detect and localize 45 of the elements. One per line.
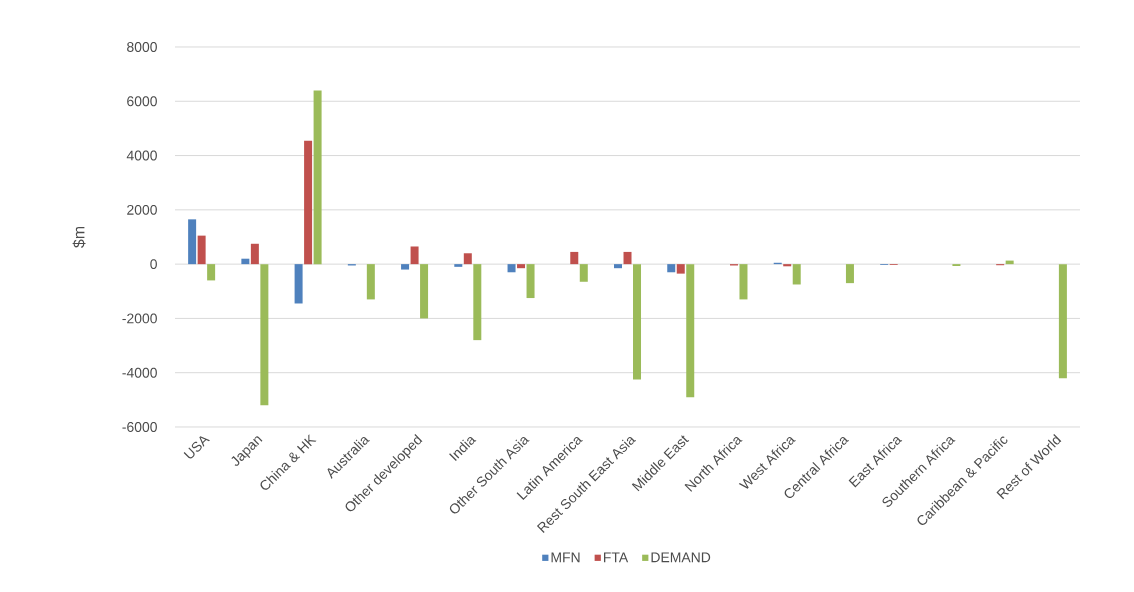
bar [739, 264, 748, 300]
legend-label: MFN [551, 552, 580, 563]
bar [570, 251, 579, 265]
bar [188, 219, 197, 265]
bar [667, 264, 676, 273]
bar [1058, 264, 1067, 379]
bar [614, 264, 623, 269]
bar [517, 264, 526, 269]
bar [401, 264, 410, 270]
y-tick-label: 2000 [127, 204, 157, 215]
y-tick-label: 8000 [127, 42, 157, 52]
bar [579, 264, 588, 282]
legend-label: DEMAND [651, 552, 711, 563]
y-axis-title: $m [72, 226, 86, 248]
y-tick-label: 0 [150, 259, 157, 270]
y-tick-label: 6000 [127, 96, 157, 107]
bar [507, 264, 516, 273]
bar [633, 264, 642, 380]
bar [241, 258, 250, 265]
bar [250, 243, 259, 265]
bar [313, 90, 322, 265]
bar [686, 264, 695, 398]
y-tick-label: 4000 [126, 150, 157, 161]
bar [420, 264, 429, 319]
y-tick-label: -6000 [122, 422, 157, 432]
bar [366, 264, 375, 300]
bar [410, 246, 419, 265]
bar [845, 264, 854, 284]
bar [783, 264, 792, 267]
bar [526, 264, 535, 299]
bar [304, 140, 313, 265]
bar [792, 264, 801, 285]
bar [473, 264, 482, 341]
bar [207, 264, 216, 281]
y-tick-label: -4000 [122, 367, 157, 378]
bar [294, 264, 303, 304]
bar [197, 235, 206, 265]
x-tick-label: USA [183, 436, 210, 459]
bar [260, 264, 269, 406]
bar [676, 264, 685, 274]
bar [454, 264, 463, 267]
legend-label: FTA [604, 552, 629, 563]
bar [463, 253, 472, 265]
bar [623, 251, 632, 265]
y-tick-label: -2000 [122, 313, 157, 324]
